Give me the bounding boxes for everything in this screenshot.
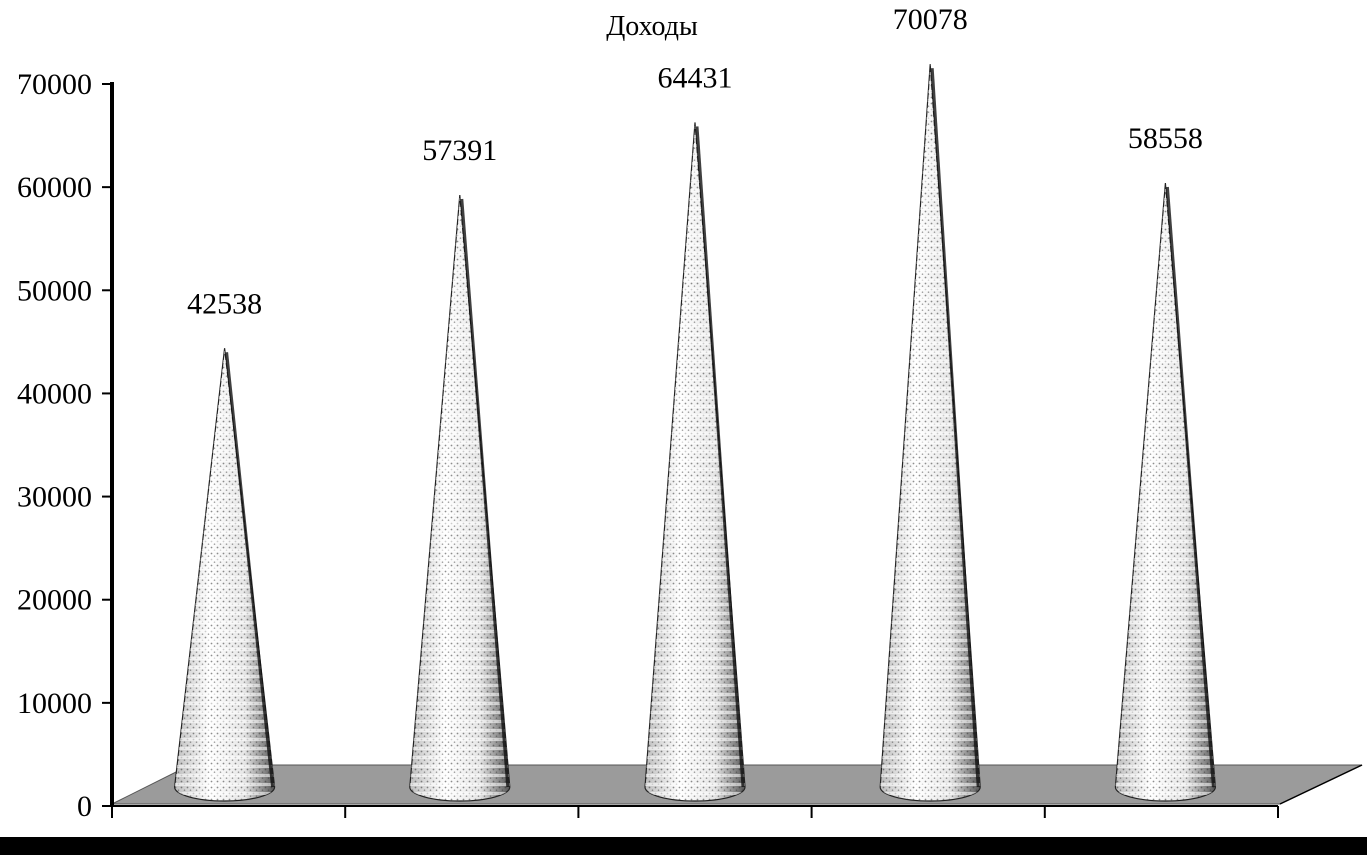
cone-bar [1114, 182, 1217, 802]
cone-bar [409, 195, 511, 802]
y-tick-label: 60000 [17, 171, 92, 204]
y-tick-label: 20000 [17, 584, 92, 617]
cones [173, 64, 1217, 802]
y-ticks: 0 10000 20000 30000 40000 50000 60000 70000 [17, 68, 112, 823]
y-tick-label: 50000 [17, 274, 92, 307]
bottom-band [0, 837, 1367, 855]
data-label: 42538 [187, 287, 262, 320]
y-tick-label: 10000 [17, 687, 92, 720]
y-tick-label: 30000 [17, 481, 92, 514]
cone-bar [879, 64, 981, 802]
cone-bar [644, 122, 746, 802]
x-ticks [111, 806, 1279, 818]
y-tick-label: 70000 [17, 68, 92, 101]
cone-bar [173, 348, 276, 802]
data-label: 64431 [658, 61, 733, 94]
floor-edge [1279, 764, 1363, 805]
data-label: 58558 [1128, 122, 1203, 155]
data-label: 70078 [893, 3, 968, 36]
y-tick-label: 0 [77, 790, 92, 823]
data-labels: 42538 57391 64431 70078 58558 [187, 3, 1203, 320]
chart-title: Доходы [606, 11, 698, 42]
y-tick-label: 40000 [17, 377, 92, 410]
data-label: 57391 [422, 134, 497, 167]
